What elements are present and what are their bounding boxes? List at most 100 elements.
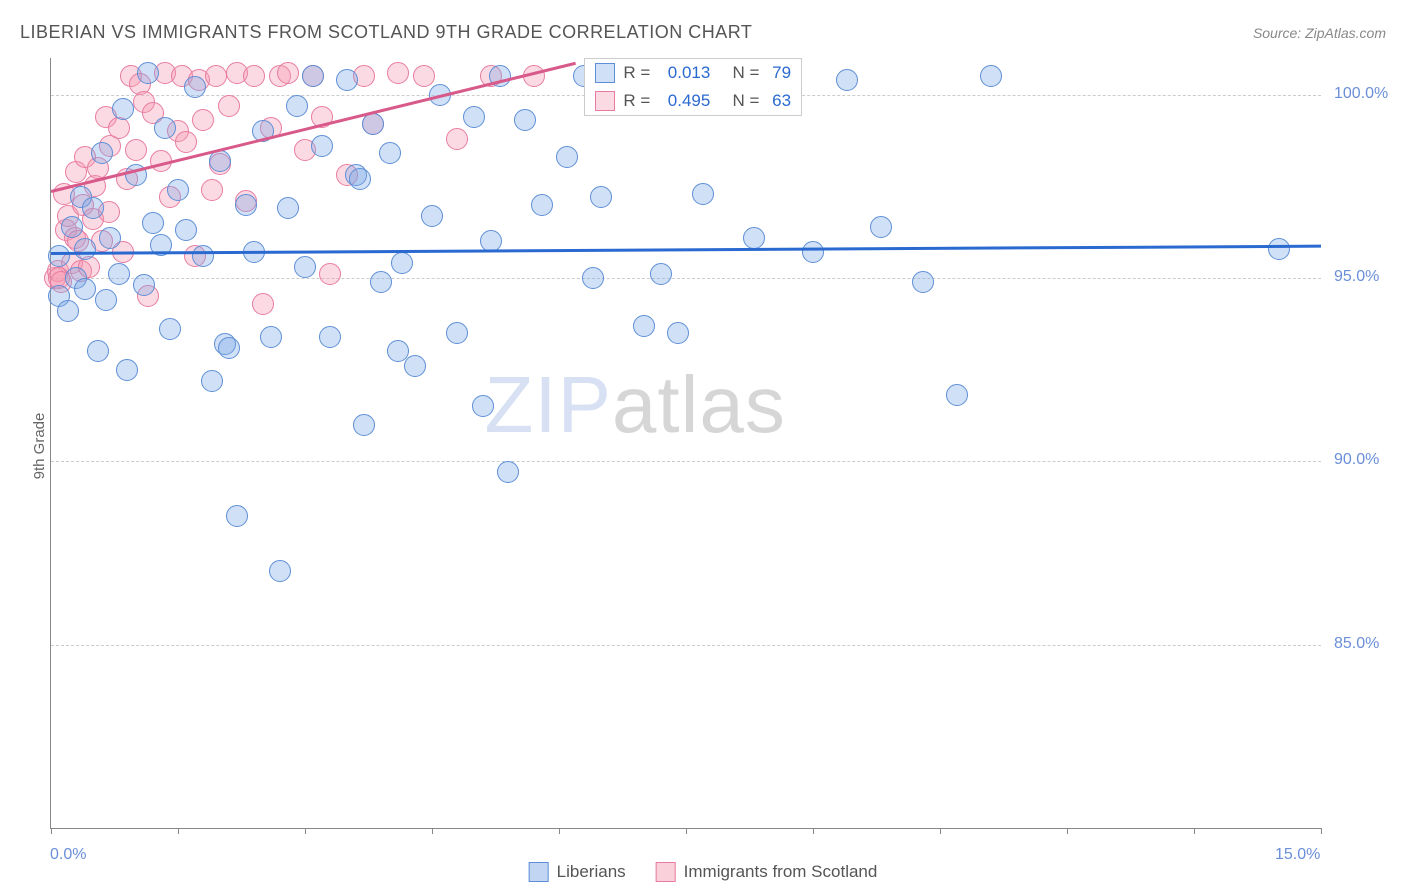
r-value: 0.495: [663, 91, 710, 111]
data-point: [353, 414, 375, 436]
legend-rn-row: R = 0.495 N = 63: [585, 87, 801, 115]
data-point: [277, 197, 299, 219]
data-point: [336, 69, 358, 91]
data-point: [692, 183, 714, 205]
data-point: [556, 146, 578, 168]
data-point: [277, 62, 299, 84]
legend-label: Liberians: [557, 862, 626, 882]
data-point: [667, 322, 689, 344]
data-point: [167, 179, 189, 201]
data-point: [370, 271, 392, 293]
data-point: [57, 300, 79, 322]
x-tick: [940, 828, 941, 834]
data-point: [590, 186, 612, 208]
data-point: [235, 194, 257, 216]
legend-bottom: Liberians Immigrants from Scotland: [529, 862, 878, 882]
data-point: [362, 113, 384, 135]
trend-line: [51, 245, 1321, 255]
data-point: [252, 293, 274, 315]
watermark-atlas: atlas: [612, 360, 786, 449]
data-point: [802, 241, 824, 263]
data-point: [946, 384, 968, 406]
data-point: [192, 109, 214, 131]
scatter-plot: ZIPatlas R = 0.013 N = 79R = 0.495 N = 6…: [50, 58, 1321, 829]
data-point: [349, 168, 371, 190]
legend-label: Immigrants from Scotland: [684, 862, 878, 882]
data-point: [531, 194, 553, 216]
data-point: [446, 128, 468, 150]
x-tick: [1067, 828, 1068, 834]
data-point: [1268, 238, 1290, 260]
legend-swatch: [595, 91, 615, 111]
y-tick-label: 100.0%: [1334, 85, 1388, 103]
legend-rn-row: R = 0.013 N = 79: [585, 59, 801, 87]
data-point: [514, 109, 536, 131]
data-point: [116, 359, 138, 381]
data-point: [650, 263, 672, 285]
data-point: [286, 95, 308, 117]
legend-swatch: [529, 862, 549, 882]
data-point: [154, 117, 176, 139]
legend-rn-box: R = 0.013 N = 79R = 0.495 N = 63: [584, 58, 802, 116]
data-point: [91, 142, 113, 164]
data-point: [379, 142, 401, 164]
legend-item: Immigrants from Scotland: [656, 862, 878, 882]
data-point: [108, 263, 130, 285]
x-tick: [432, 828, 433, 834]
data-point: [413, 65, 435, 87]
x-tick-label: 0.0%: [50, 846, 86, 864]
r-label: R =: [623, 63, 655, 83]
gridline-h: [51, 278, 1321, 279]
gridline-h: [51, 645, 1321, 646]
data-point: [95, 289, 117, 311]
x-tick: [686, 828, 687, 834]
data-point: [99, 227, 121, 249]
data-point: [108, 117, 130, 139]
legend-swatch: [656, 862, 676, 882]
data-point: [260, 326, 282, 348]
n-label: N =: [718, 63, 764, 83]
x-tick: [1194, 828, 1195, 834]
chart-title: LIBERIAN VS IMMIGRANTS FROM SCOTLAND 9TH…: [20, 22, 752, 43]
data-point: [319, 263, 341, 285]
data-point: [391, 252, 413, 274]
data-point: [294, 256, 316, 278]
x-tick-label: 15.0%: [1275, 846, 1320, 864]
data-point: [912, 271, 934, 293]
data-point: [421, 205, 443, 227]
data-point: [74, 238, 96, 260]
x-tick: [1321, 828, 1322, 834]
data-point: [311, 135, 333, 157]
data-point: [175, 219, 197, 241]
data-point: [205, 65, 227, 87]
data-point: [159, 318, 181, 340]
data-point: [463, 106, 485, 128]
x-tick: [305, 828, 306, 834]
data-point: [87, 340, 109, 362]
data-point: [61, 216, 83, 238]
source-label: Source: ZipAtlas.com: [1253, 25, 1386, 41]
legend-swatch: [595, 63, 615, 83]
data-point: [192, 245, 214, 267]
data-point: [387, 62, 409, 84]
data-point: [472, 395, 494, 417]
x-tick: [51, 828, 52, 834]
y-axis-label: 9th Grade: [31, 413, 48, 480]
x-tick: [559, 828, 560, 834]
data-point: [302, 65, 324, 87]
n-value: 63: [772, 91, 791, 111]
data-point: [319, 326, 341, 348]
data-point: [175, 131, 197, 153]
y-tick-label: 90.0%: [1334, 451, 1379, 469]
data-point: [497, 461, 519, 483]
n-value: 79: [772, 63, 791, 83]
n-label: N =: [718, 91, 764, 111]
data-point: [201, 179, 223, 201]
gridline-h: [51, 461, 1321, 462]
r-label: R =: [623, 91, 655, 111]
data-point: [218, 95, 240, 117]
data-point: [582, 267, 604, 289]
data-point: [404, 355, 426, 377]
data-point: [218, 337, 240, 359]
y-tick-label: 85.0%: [1334, 635, 1379, 653]
